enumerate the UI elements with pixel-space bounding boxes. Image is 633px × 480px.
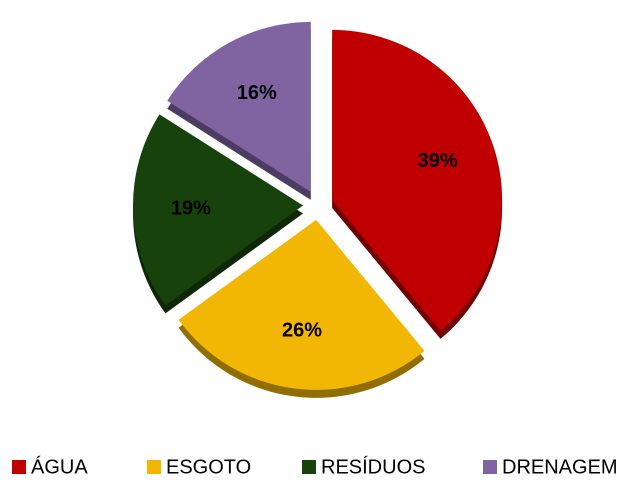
data-label: 26% — [282, 319, 322, 341]
legend-swatch — [12, 460, 26, 474]
legend-label: RESÍDUOS — [321, 455, 425, 478]
legend-swatch — [147, 460, 161, 474]
slice — [178, 219, 425, 390]
data-label: 16% — [237, 82, 277, 104]
legend-swatch — [483, 460, 497, 474]
slice — [332, 29, 503, 331]
legend-label: DRENAGEM — [502, 456, 618, 478]
data-label: 39% — [418, 150, 458, 172]
slice — [167, 21, 311, 192]
legend-swatch — [302, 460, 316, 474]
legend-label: ESGOTO — [166, 456, 251, 478]
legend-label: ÁGUA — [31, 455, 88, 478]
data-label: 19% — [171, 197, 211, 219]
slice — [133, 114, 304, 306]
